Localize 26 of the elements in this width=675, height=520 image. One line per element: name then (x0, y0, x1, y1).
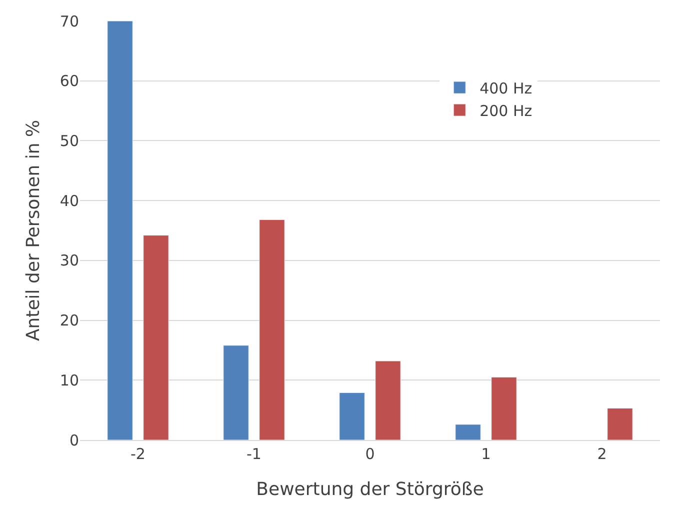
y-tick-label: 0 (69, 431, 79, 450)
y-tick-label: 60 (60, 72, 79, 90)
bar (107, 21, 133, 440)
y-tick-label: 50 (60, 132, 79, 150)
bar (223, 345, 249, 440)
bar (491, 376, 517, 440)
x-tick-label: 1 (481, 445, 491, 463)
y-tick-label: 70 (60, 12, 79, 30)
y-axis-title: Anteil der Personen in % (23, 120, 44, 342)
y-tick-label: 40 (60, 192, 79, 210)
x-axis-title: Bewertung der Störgröße (256, 479, 484, 500)
y-tick-label: 10 (60, 371, 79, 390)
bar (143, 235, 169, 440)
legend-label: 400 Hz (480, 79, 532, 98)
bar (259, 219, 285, 440)
y-tick-label: 20 (60, 312, 79, 330)
y-tick-label: 30 (60, 252, 79, 270)
x-tick-label: 2 (597, 445, 607, 463)
legend-label: 200 Hz (480, 102, 532, 120)
bar (339, 392, 365, 440)
x-tick-label: 0 (365, 445, 375, 463)
x-tick-label: -2 (130, 445, 146, 463)
x-tick-label: -1 (246, 445, 262, 463)
bar (375, 360, 401, 440)
bar (455, 424, 481, 440)
bar (607, 408, 633, 440)
